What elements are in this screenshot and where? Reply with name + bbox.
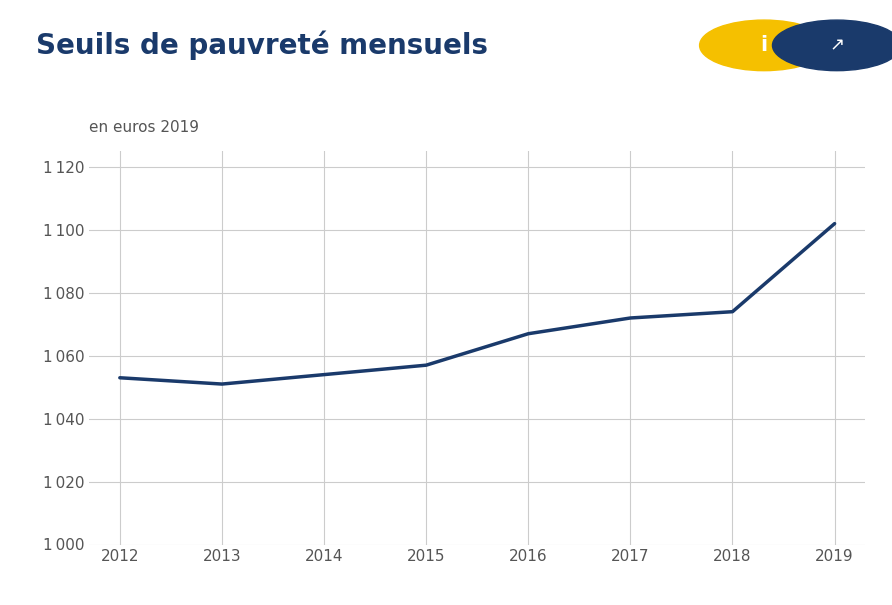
Text: i: i [761,35,767,56]
Text: Seuils de pauvreté mensuels: Seuils de pauvreté mensuels [36,30,488,60]
Circle shape [699,20,829,71]
Text: en euros 2019: en euros 2019 [89,120,199,135]
Text: ↗: ↗ [830,36,845,54]
Circle shape [772,20,892,71]
